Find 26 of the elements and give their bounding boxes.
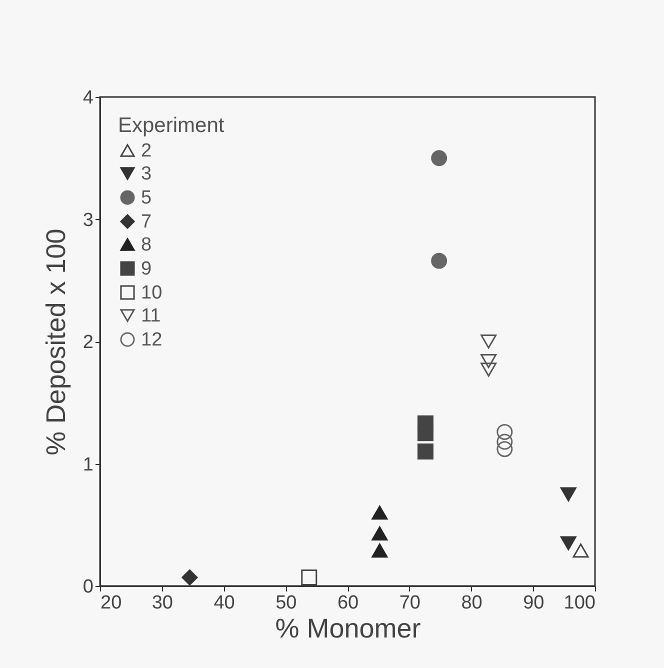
y-tick-label: 0 <box>82 576 94 598</box>
y-axis-title: % Deposited x 100 <box>40 228 71 456</box>
legend-label: 8 <box>141 234 152 256</box>
x-tick-label: 90 <box>523 592 544 614</box>
legend-label: 7 <box>141 212 152 232</box>
legend-label: 3 <box>141 164 152 184</box>
x-tick-label: 70 <box>399 592 420 614</box>
y-tick-label: 4 <box>82 88 94 108</box>
y-tick-label: 3 <box>82 210 94 231</box>
x-tick-label: 80 <box>461 592 482 614</box>
legend-label: 9 <box>141 258 152 280</box>
legend-label: 12 <box>141 330 162 350</box>
x-tick-label: 50 <box>276 592 297 614</box>
y-tick-label: 2 <box>82 332 94 353</box>
legend-label: 10 <box>141 282 162 304</box>
legend-label: 11 <box>141 306 161 326</box>
legend-title: Experiment <box>118 114 224 137</box>
x-tick-label: 100 <box>564 592 596 614</box>
x-tick-label: 40 <box>214 592 235 614</box>
x-tick-label: 20 <box>100 592 122 614</box>
legend-label: 2 <box>141 140 152 162</box>
y-tick-label: 1 <box>82 454 94 476</box>
legend-label: 5 <box>141 188 152 208</box>
x-tick-label: 60 <box>337 592 359 614</box>
x-tick-label: 30 <box>152 592 173 614</box>
x-axis-title: % Monomer <box>275 614 421 644</box>
